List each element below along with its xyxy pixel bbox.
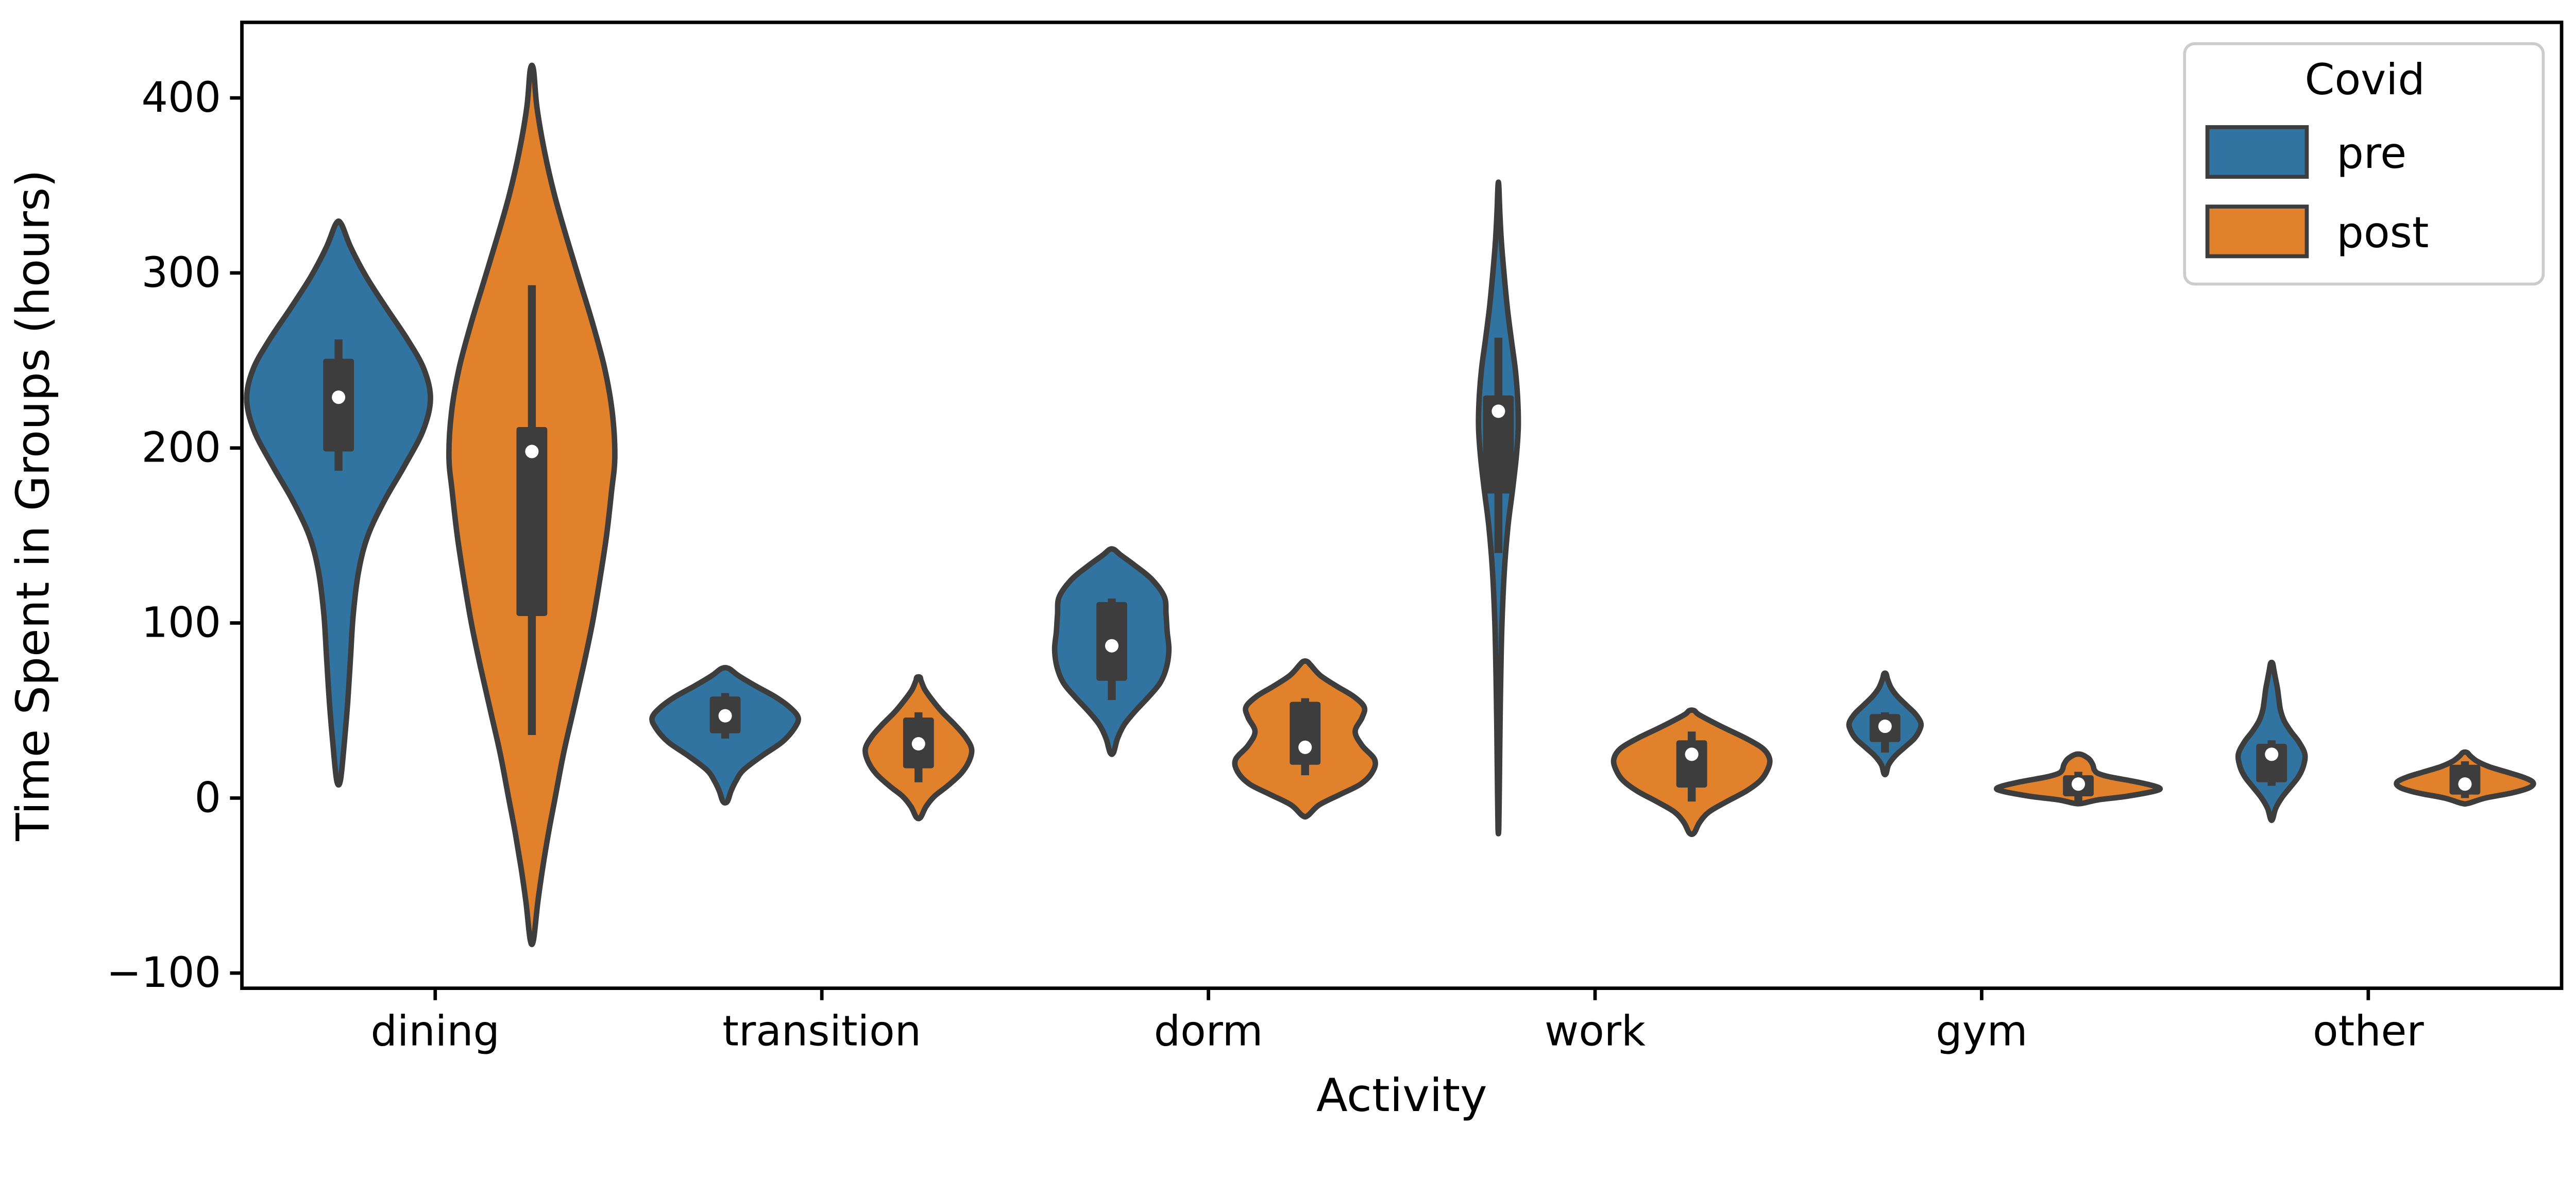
legend-swatch-pre xyxy=(2205,125,2309,179)
x-tick-label-work: work xyxy=(1545,1007,1646,1055)
median-dot-gym-pre xyxy=(1878,720,1892,733)
violin-chart-svg: 400 300 200 100 0 −100 dining transition dorm wor… xyxy=(0,0,2576,1136)
y-tick-label-300: 300 xyxy=(141,249,221,297)
median-dot-other-pre xyxy=(2265,747,2279,761)
median-dot-transition-post xyxy=(911,737,925,751)
iqr-box-dorm-post xyxy=(1290,702,1321,765)
median-dot-dorm-pre xyxy=(1105,639,1118,653)
y-tick-label-0: 0 xyxy=(195,774,222,822)
y-tick-label--100: −100 xyxy=(107,949,221,997)
legend-swatch-post xyxy=(2205,204,2309,259)
axes-frame xyxy=(240,21,2564,990)
x-tick-label-dorm: dorm xyxy=(1154,1007,1263,1055)
iqr-box-dining-post xyxy=(516,426,548,616)
legend-label-post: post xyxy=(2336,208,2429,258)
iqr-box-dining-pre xyxy=(323,358,354,452)
median-dot-other-post xyxy=(2458,777,2472,791)
x-tick-label-other: other xyxy=(2313,1007,2424,1055)
plot-background xyxy=(0,0,2576,1136)
iqr-box-work-pre xyxy=(1483,395,1514,494)
iqr-box-work-post xyxy=(1676,740,1707,788)
x-tick-label-transition: transition xyxy=(722,1007,921,1055)
y-tick-label-100: 100 xyxy=(141,599,221,647)
figure: 400 300 200 100 0 −100 dining transition dorm wor… xyxy=(0,0,2576,1136)
median-dot-gym-post xyxy=(2072,777,2086,791)
violin-dining-pre xyxy=(244,218,433,788)
iqr-box-other-pre xyxy=(2256,744,2287,782)
median-dot-dining-post xyxy=(525,445,539,458)
x-axis-title: Activity xyxy=(1316,1069,1487,1122)
median-dot-transition-pre xyxy=(718,709,732,723)
median-dot-work-post xyxy=(1685,747,1699,761)
y-tick-label-400: 400 xyxy=(141,74,221,122)
y-axis-title: Time Spent in Groups (hours) xyxy=(6,169,59,842)
x-tick-label-gym: gym xyxy=(1936,1007,2027,1055)
y-tick-label-200: 200 xyxy=(141,424,221,472)
median-dot-work-pre xyxy=(1492,404,1505,418)
median-dot-dorm-post xyxy=(1298,740,1312,754)
x-tick-label-dining: dining xyxy=(371,1007,500,1055)
legend-title: Covid xyxy=(2305,55,2425,105)
legend-label-pre: pre xyxy=(2336,128,2406,178)
median-dot-dining-pre xyxy=(332,390,346,404)
